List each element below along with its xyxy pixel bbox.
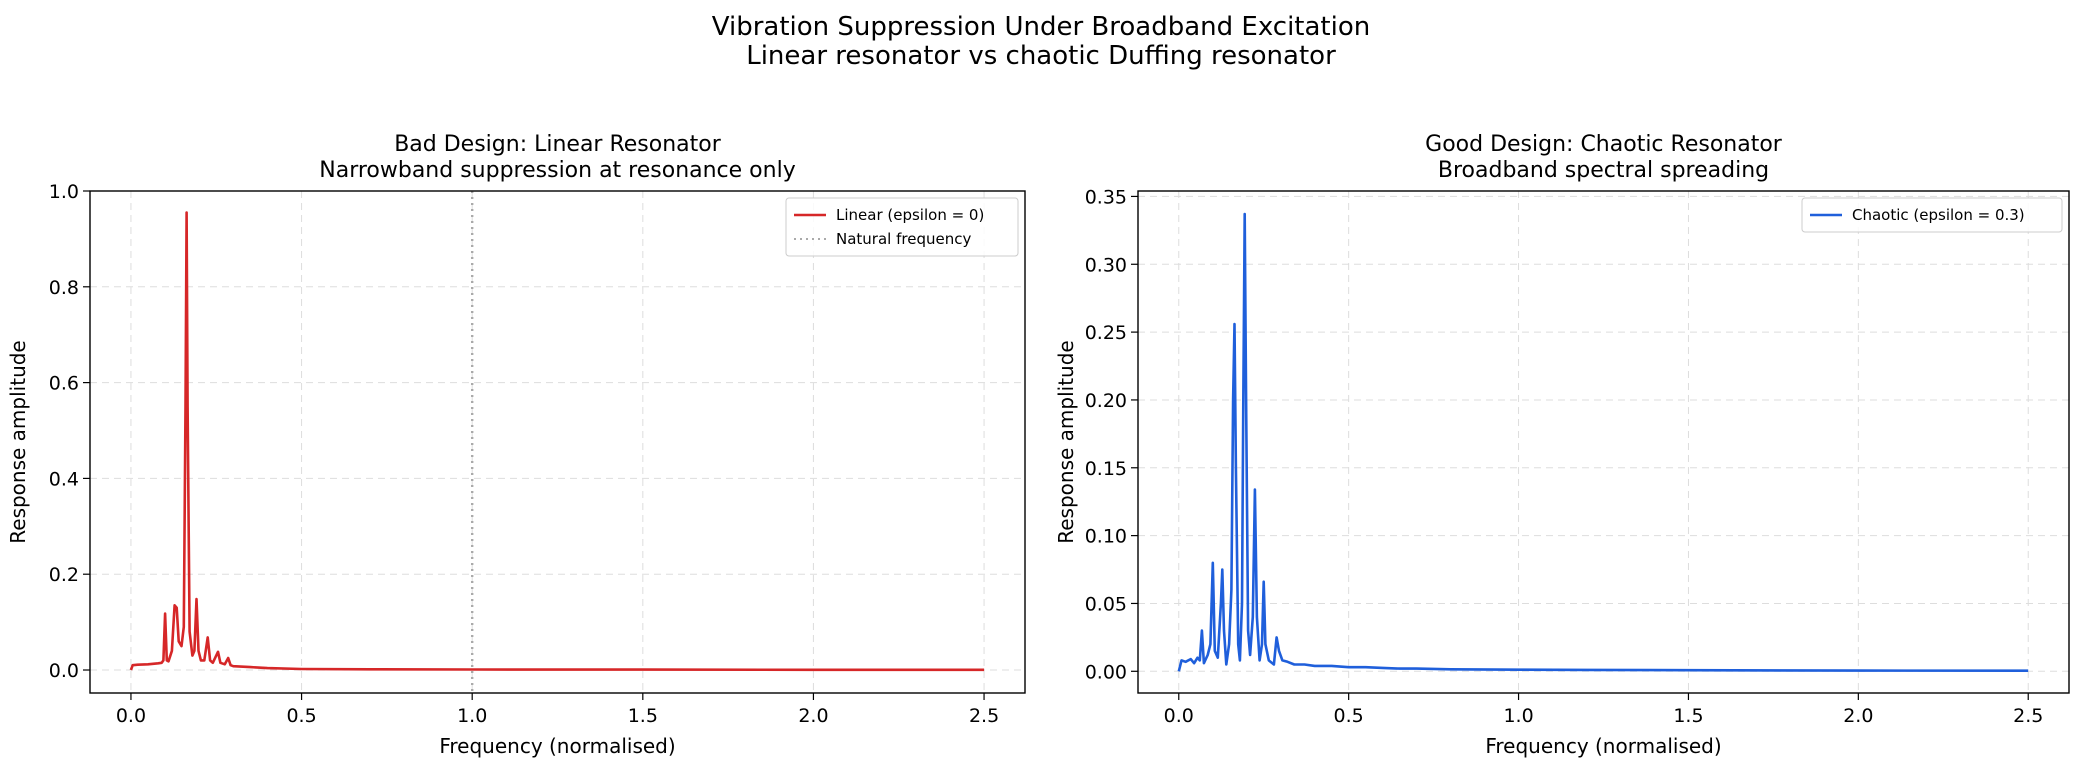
series-line-0 bbox=[129, 211, 985, 672]
y-tick-label: 0.25 bbox=[1085, 322, 1127, 344]
panel-title-line2: Narrowband suppression at resonance only bbox=[319, 158, 795, 183]
x-axis-label: Frequency (normalised) bbox=[439, 734, 675, 758]
y-tick-label: 0.30 bbox=[1085, 254, 1127, 276]
x-tick-label: 1.5 bbox=[628, 705, 658, 727]
y-tick-label: 0.00 bbox=[1085, 661, 1127, 683]
legend-box bbox=[1801, 197, 2063, 233]
series-line-0 bbox=[1177, 212, 2029, 672]
panel-title-line1: Good Design: Chaotic Resonator bbox=[1425, 132, 1783, 157]
legend: Chaotic (epsilon = 0.3) bbox=[1801, 197, 2063, 233]
legend-label-linear: Linear (epsilon = 0) bbox=[836, 206, 984, 224]
legend-label-natural-frequency: Natural frequency bbox=[836, 230, 971, 248]
plot-frame bbox=[1137, 190, 2070, 694]
y-tick-label: 0.2 bbox=[49, 564, 79, 586]
x-tick-label: 0.5 bbox=[1334, 705, 1364, 727]
y-tick-label: 0.4 bbox=[49, 468, 79, 490]
y-tick-label: 0.10 bbox=[1085, 526, 1127, 548]
legend-label-chaotic: Chaotic (epsilon = 0.3) bbox=[1852, 206, 2025, 224]
y-tick-label: 0.20 bbox=[1085, 390, 1127, 412]
linear-resonator-panel: 0.0 0.5 1.0 1.5 2.0 2.5 0.0 0.2 0.4 0.6 0.8 1.0 Bad… bbox=[6, 132, 1026, 758]
y-tick-label: 0.0 bbox=[49, 660, 79, 682]
x-tick-label: 0.0 bbox=[1164, 705, 1194, 727]
x-tick-label: 2.5 bbox=[2013, 705, 2043, 727]
y-tick-label: 0.6 bbox=[49, 373, 79, 395]
figure-title-line1: Vibration Suppression Under Broadband Ex… bbox=[712, 12, 1370, 42]
legend: Linear (epsilon = 0) Natural frequency bbox=[785, 197, 1019, 257]
x-tick-label: 2.0 bbox=[798, 705, 828, 727]
chaotic-resonator-panel: 0.0 0.5 1.0 1.5 2.0 2.5 0.00 0.05 0.10 0.15 0.20 0.… bbox=[1054, 132, 2070, 758]
x-tick-label: 2.5 bbox=[969, 705, 999, 727]
y-tick-label: 0.8 bbox=[49, 277, 79, 299]
x-tick-label: 0.5 bbox=[286, 705, 316, 727]
panel-title-line1: Bad Design: Linear Resonator bbox=[394, 132, 722, 157]
x-tick-label: 1.0 bbox=[1503, 705, 1533, 727]
y-tick-label: 0.15 bbox=[1085, 458, 1127, 480]
figure-title-line2: Linear resonator vs chaotic Duffing reso… bbox=[746, 41, 1336, 71]
x-tick-label: 1.0 bbox=[457, 705, 487, 727]
y-tick-label: 0.35 bbox=[1085, 186, 1127, 208]
x-tick-label: 2.0 bbox=[1843, 705, 1873, 727]
x-tick-label: 1.5 bbox=[1673, 705, 1703, 727]
x-axis-label: Frequency (normalised) bbox=[1485, 734, 1721, 758]
panel-title-line2: Broadband spectral spreading bbox=[1438, 158, 1769, 183]
y-tick-label: 1.0 bbox=[49, 181, 79, 203]
y-tick-label: 0.05 bbox=[1085, 593, 1127, 615]
x-tick-label: 0.0 bbox=[116, 705, 146, 727]
y-axis-label: Response amplitude bbox=[6, 340, 30, 543]
plot-frame bbox=[89, 190, 1026, 694]
y-axis-label: Response amplitude bbox=[1054, 340, 1078, 543]
legend-box bbox=[785, 197, 1019, 257]
